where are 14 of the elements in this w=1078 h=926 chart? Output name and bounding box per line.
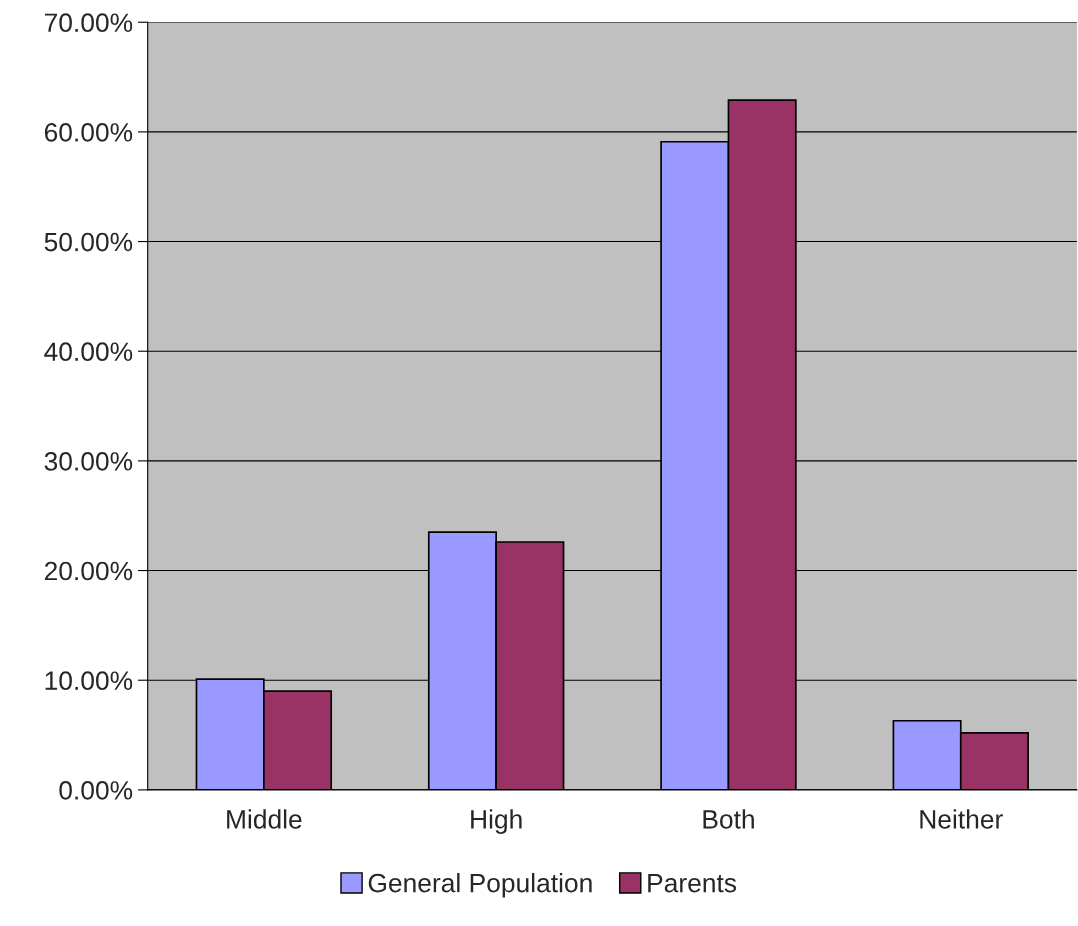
y-tick-label: 0.00% (59, 781, 133, 800)
x-tick-label: High (471, 809, 522, 834)
y-tick-label: 70.00% (44, 13, 133, 33)
x-tick-label: Middle (227, 809, 302, 829)
x-tick-label: Neither (920, 809, 1003, 829)
y-tick-label: 20.00% (44, 561, 133, 581)
y-tick-label: 50.00% (44, 232, 133, 252)
x-tick-label: Both (703, 809, 754, 829)
y-tick-label: 40.00% (44, 342, 133, 362)
legend-label: Parents (648, 873, 737, 893)
y-tick-label: 30.00% (44, 452, 133, 471)
y-tick-label: 10.00% (45, 671, 133, 691)
y-tick-label: 60.00% (44, 123, 133, 142)
legend-label: General Population (368, 873, 592, 898)
